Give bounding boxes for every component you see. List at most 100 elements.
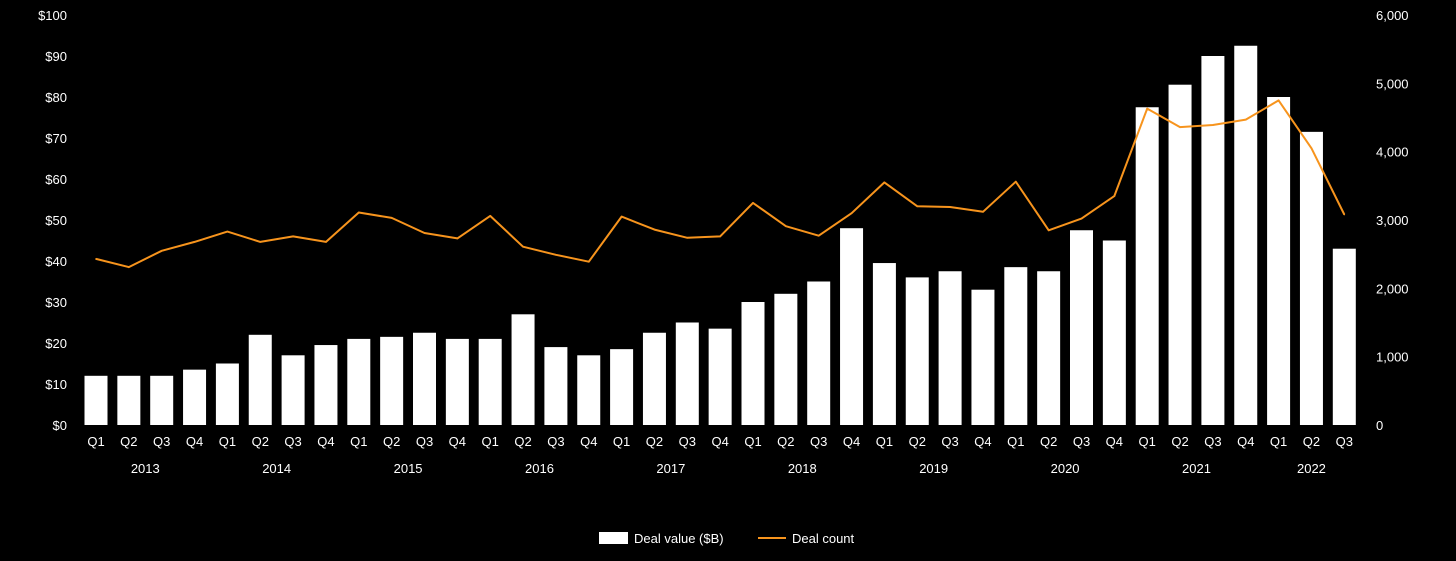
deal-count-point [193, 241, 196, 243]
deal-value-bar [577, 355, 601, 425]
deal-value-bar [1267, 97, 1291, 425]
deal-value-bar [281, 355, 305, 425]
quarter-label: Q2 [1303, 434, 1320, 449]
year-label: 2014 [262, 461, 291, 476]
deal-value-bar [380, 336, 404, 425]
deal-count-point [1113, 195, 1116, 197]
right-axis-tick-label: 5,000 [1376, 76, 1409, 91]
deal-count-point [1212, 124, 1214, 126]
quarter-label: Q1 [350, 434, 367, 449]
year-label: 2020 [1051, 461, 1080, 476]
deal-value-bar [248, 334, 272, 425]
deal-value-bar [183, 369, 207, 425]
deal-value-bar [1299, 131, 1323, 425]
deal-count-point [1343, 213, 1346, 216]
deal-count-point [817, 234, 820, 237]
left-axis-tick-label: $60 [45, 172, 67, 187]
deal-count-point [686, 236, 689, 239]
deal-value-bars [84, 45, 1356, 425]
quarter-label: Q4 [317, 434, 334, 449]
quarter-label: Q1 [744, 434, 761, 449]
deal-count-point [489, 215, 492, 217]
deal-value-bar [610, 349, 634, 425]
deal-count-point [160, 249, 163, 252]
quarter-label: Q4 [974, 434, 991, 449]
legend-label-deal-value: Deal value ($B) [634, 531, 724, 546]
deal-value-bar [1037, 271, 1061, 425]
quarter-label: Q4 [711, 434, 728, 449]
deal-count-point [456, 237, 459, 240]
deal-count-point [1179, 126, 1181, 128]
right-axis-tick-label: 1,000 [1376, 350, 1409, 365]
deal-value-bar [117, 375, 141, 425]
deal-count-point [785, 225, 787, 227]
deal-count-point [1080, 217, 1083, 220]
deal-value-bar [150, 375, 174, 425]
deal-count-point [1277, 99, 1280, 102]
deal-value-bar [511, 314, 535, 425]
deal-value-bar [1168, 84, 1192, 425]
quarter-label: Q3 [941, 434, 958, 449]
deal-value-bar [807, 281, 831, 425]
quarter-label: Q1 [1007, 434, 1024, 449]
deal-value-bar [1070, 230, 1093, 425]
deal-count-point [1015, 180, 1017, 183]
deal-value-bar [215, 363, 239, 425]
deal-value-bar [971, 289, 995, 425]
deal-count-point [128, 266, 130, 268]
quarter-label: Q1 [87, 434, 104, 449]
year-label: 2021 [1182, 461, 1211, 476]
quarter-label: Q2 [120, 434, 137, 449]
deal-count-point [423, 232, 426, 234]
deal-count-point [1244, 118, 1247, 121]
deal-count-point [1047, 229, 1050, 232]
deal-count-point [522, 245, 524, 248]
deal-value-bar [938, 271, 962, 425]
quarter-label: Q3 [679, 434, 696, 449]
quarter-label: Q3 [1073, 434, 1090, 449]
deal-value-bar [544, 347, 568, 425]
deal-count-point [390, 217, 393, 219]
quarter-label: Q1 [1139, 434, 1156, 449]
deal-count-point [850, 212, 853, 214]
legend: Deal value ($B) Deal count [599, 531, 855, 546]
quarter-label: Q3 [284, 434, 301, 449]
left-axis-tick-label: $90 [45, 49, 67, 64]
quarter-label: Q1 [876, 434, 893, 449]
year-label: 2016 [525, 461, 554, 476]
deal-value-bar [478, 338, 502, 425]
deal-value-bar [675, 322, 699, 425]
deal-count-point [259, 241, 262, 243]
deal-count-point [653, 228, 656, 231]
quarter-label: Q3 [416, 434, 433, 449]
deal-value-bar [774, 293, 798, 425]
quarter-label: Q4 [843, 434, 860, 449]
deal-value-bar [840, 228, 864, 425]
quarter-label: Q1 [1270, 434, 1287, 449]
quarter-label: Q3 [810, 434, 827, 449]
left-axis-tick-label: $50 [45, 213, 67, 228]
quarter-label: Q3 [547, 434, 564, 449]
deal-count-point [982, 211, 984, 213]
deal-value-bar [1234, 45, 1258, 425]
deal-count-point [752, 202, 754, 204]
quarter-label: Q2 [252, 434, 269, 449]
deal-count-point [1146, 107, 1148, 110]
quarter-label: Q4 [580, 434, 597, 449]
quarter-label: Q4 [449, 434, 466, 449]
right-y-axis: 0 1,000 2,000 3,000 4,000 5,000 6,000 [1376, 8, 1409, 433]
left-axis-tick-label: $100 [38, 8, 67, 23]
quarter-label: Q3 [153, 434, 170, 449]
quarter-label: Q1 [613, 434, 630, 449]
deal-count-point [883, 181, 886, 184]
quarter-label: Q4 [1237, 434, 1254, 449]
quarter-label: Q2 [777, 434, 794, 449]
quarter-label: Q4 [186, 434, 203, 449]
quarter-label: Q1 [219, 434, 236, 449]
left-axis-tick-label: $0 [53, 418, 67, 433]
right-axis-tick-label: 0 [1376, 418, 1383, 433]
left-axis-tick-label: $70 [45, 131, 67, 146]
deal-count-point [916, 205, 919, 208]
year-label: 2015 [394, 461, 423, 476]
right-axis-tick-label: 2,000 [1376, 281, 1409, 296]
